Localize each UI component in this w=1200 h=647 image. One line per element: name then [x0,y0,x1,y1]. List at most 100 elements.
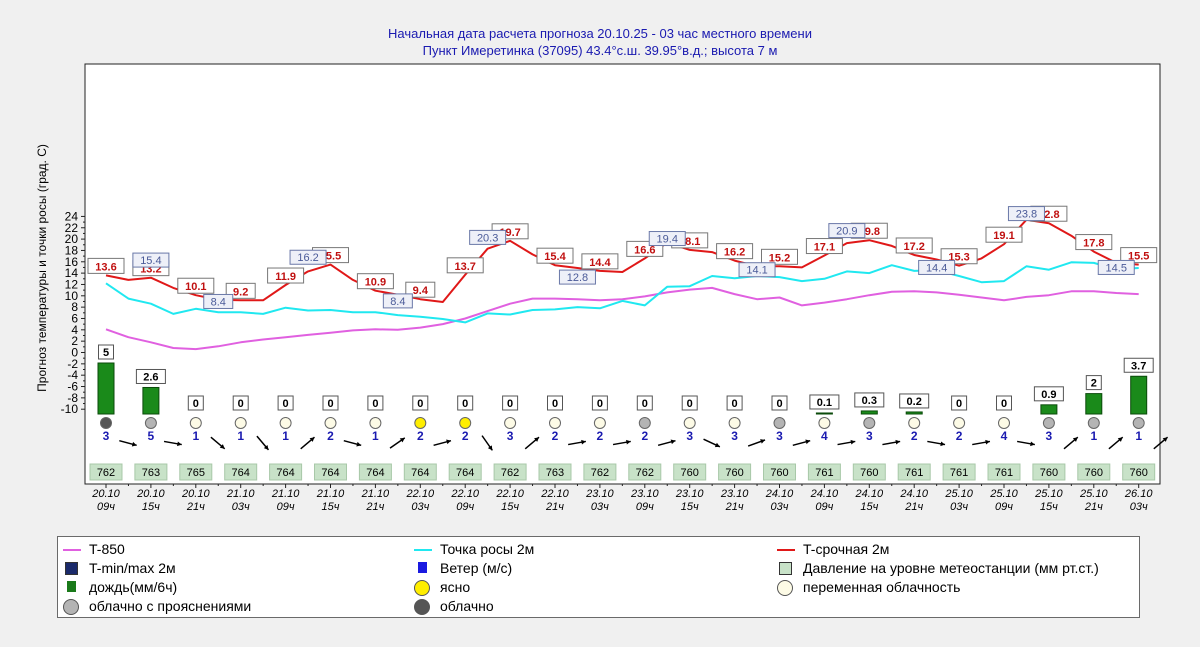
tsr-data-label: 15.5 [1120,247,1158,264]
wind-arrow-head [581,439,586,445]
x-tick-date: 21.10 [226,488,255,500]
wind-arrow [1153,436,1169,450]
wind-arrow-head [985,439,990,445]
x-tick-hour: 03ч [591,501,609,513]
legend-item-variable: переменная облачность [777,579,1147,598]
y-tick-label: 14 [65,266,79,280]
minmax-label-text: 15.4 [140,255,161,267]
pressure-box: 761 [987,463,1021,481]
tsr-label-box [225,282,256,299]
pressure-box: 760 [763,463,796,481]
legend-label: T-850 [89,541,125,557]
tsr-label-box [177,277,215,294]
tsr-label-box [985,226,1023,243]
rain-label-box [636,395,653,411]
rain-bar-group: 0 [277,395,294,411]
rain-label: 0 [507,398,513,410]
tsr-label-box [1075,234,1113,251]
tsr-data-label: 17.2 [895,237,933,254]
wind-arrow [389,437,406,449]
x-tick-date: 25.10 [1034,488,1063,500]
pressure-box: 760 [718,463,752,481]
cloud-icon-cloudy_clear [144,417,157,429]
wind-speed: 2 [462,429,469,443]
wind-arrow [119,439,137,447]
rain-label: 0 [597,398,603,410]
rain-label: 0 [642,398,648,410]
legend-swatch-wind [418,562,427,573]
legend-swatch-tmm [65,562,78,575]
x-tick-date: 21.10 [316,488,345,500]
x-tick-hour: 15ч [860,501,878,513]
cloud-icon-variable [998,417,1010,429]
x-tick-date: 24.10 [810,488,839,500]
minmax-label-text: 8.4 [211,296,226,308]
pressure-value: 764 [411,467,429,479]
rain-label-box [591,395,608,411]
x-tick-date: 21.10 [361,488,390,500]
x-tick-date: 21.10 [271,488,300,500]
y-tick-label: 18 [65,243,79,257]
minmax-label-text: 12.8 [567,272,588,284]
wind-arrow [524,436,540,450]
wind-speed: 3 [866,429,873,443]
x-tick-date: 24.10 [765,488,794,500]
pressure-value: 760 [770,467,788,479]
x-tick-hour: 15ч [1040,501,1058,513]
rain-label: 2 [1091,378,1097,390]
tsr-label-box [761,248,798,265]
pressure-bg [673,463,707,481]
wind-arrow-head [263,444,269,450]
legend-label: Точка росы 2м [440,541,535,557]
pressure-bg [314,463,347,481]
minmax-label-box [203,293,234,309]
wind-arrow [657,439,676,447]
tsr-label-text: 17.8 [1083,238,1104,250]
rain-label-box [502,395,519,411]
rain-bar-group: 0 [726,395,743,411]
pressure-value: 762 [636,467,654,479]
minmax-label-text: 19.4 [657,234,678,246]
rain-label-box [771,395,788,411]
rain-bar [905,411,923,415]
cloud-icon-variable [593,417,606,429]
wind-arrow [300,436,315,450]
legend-item-clear: ясно [414,579,784,598]
cloud-icon-cloudy_clear [638,417,651,429]
tsr-label-text: 9.2 [233,286,248,298]
rain-label: 0.2 [907,396,922,408]
legend-item-t850: T-850 [63,541,433,560]
tsr-data-label: 17.1 [805,238,843,255]
wind-arrow-head [805,439,811,445]
tsr-label-text: 10.9 [365,277,386,289]
rain-bar [815,412,833,415]
tsr-data-label: 9.2 [225,282,256,299]
rain-bar-group: 0 [996,395,1012,411]
x-tick-hour: 09ч [97,501,115,513]
cloud-icon-cloudy_clear [1132,417,1145,429]
series-line-T-850 [105,286,1139,351]
wind-speed: 2 [417,429,424,443]
rain-bar-group: 0 [547,395,563,411]
chart-title-line1: Начальная дата расчета прогноза 20.10.25… [388,26,812,41]
tsr-label-text: 10.1 [185,281,206,293]
x-tick-date: 22.10 [450,488,479,500]
wind-speed: 3 [507,429,514,443]
y-tick-label: -4 [67,368,78,382]
minmax-data-label: 8.4 [382,293,413,309]
minmax-label-box [132,252,170,268]
x-tick-hour: 15ч [322,501,340,513]
cloud-icon-variable [683,417,696,429]
pressure-bg [493,463,527,481]
pressure-box: 765 [179,463,213,481]
wind-speed: 2 [956,429,963,443]
pressure-box: 761 [897,463,931,481]
rain-bar-group: 0 [681,395,698,411]
minmax-label-box [648,231,686,247]
wind-arrow-head [670,439,676,445]
rain-bar-group: 0 [457,395,474,411]
rain-label-box [1123,357,1154,373]
cloud-icon-cloudy_clear [1087,417,1100,429]
tsr-label-text: 13.7 [454,261,475,273]
x-tick-hour: 21ч [904,501,923,513]
